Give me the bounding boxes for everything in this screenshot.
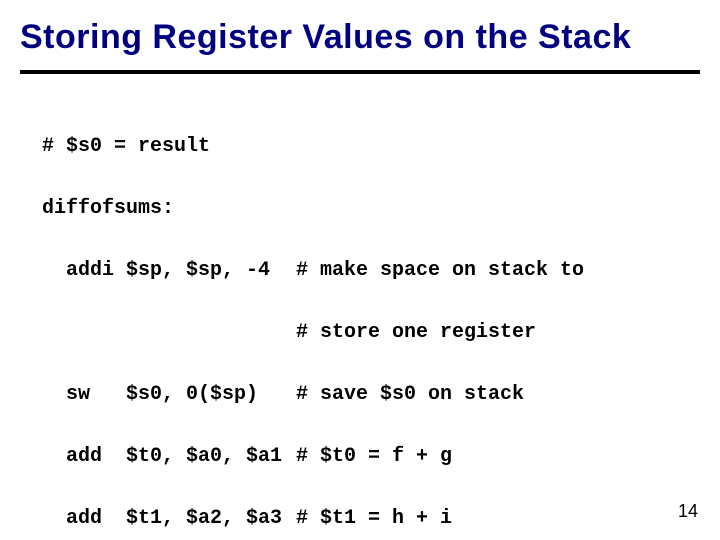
code-text: diffofsums: — [42, 197, 174, 220]
code-line: addi $sp, $sp, -4# make space on stack t… — [42, 255, 632, 286]
code-line: # $s0 = result — [42, 131, 632, 162]
code-line: add $t0, $a0, $a1# $t0 = f + g — [42, 441, 632, 472]
code-line: # store one register — [42, 317, 632, 348]
code-comment: # save $s0 on stack — [296, 379, 524, 410]
code-block: # $s0 = result diffofsums: addi $sp, $sp… — [42, 100, 632, 540]
code-text: # $s0 = result — [42, 135, 210, 158]
title-underline — [20, 70, 700, 74]
code-line: diffofsums: — [42, 193, 632, 224]
slide: Storing Register Values on the Stack # $… — [0, 0, 720, 540]
page-number: 14 — [678, 501, 698, 522]
code-line: sw $s0, 0($sp)# save $s0 on stack — [42, 379, 632, 410]
code-instruction: addi $sp, $sp, -4 — [66, 255, 296, 286]
slide-title: Storing Register Values on the Stack — [20, 18, 631, 57]
code-comment: # make space on stack to — [296, 255, 584, 286]
code-comment: # $t1 = h + i — [296, 503, 452, 534]
code-comment: # $t0 = f + g — [296, 441, 452, 472]
code-comment: # store one register — [296, 317, 536, 348]
code-line: add $t1, $a2, $a3# $t1 = h + i — [42, 503, 632, 534]
code-instruction: sw $s0, 0($sp) — [66, 379, 296, 410]
code-instruction: add $t1, $a2, $a3 — [66, 503, 296, 534]
code-instruction: add $t0, $a0, $a1 — [66, 441, 296, 472]
